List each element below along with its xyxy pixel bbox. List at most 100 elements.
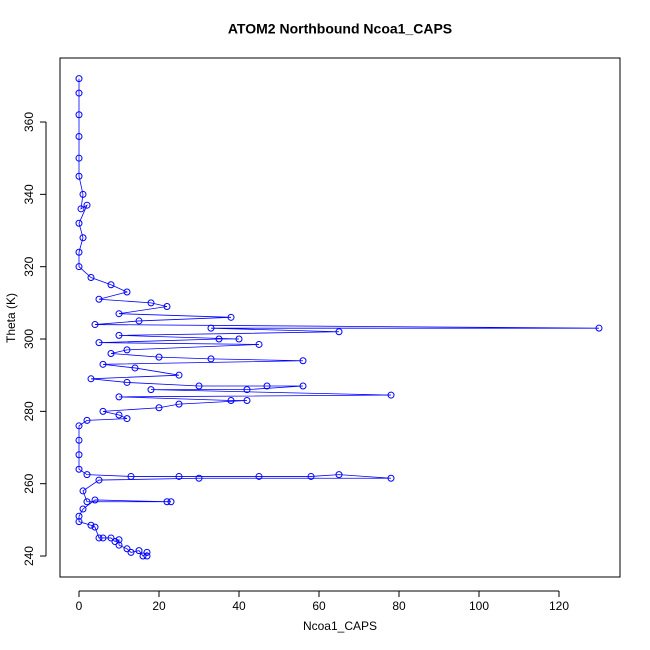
data-point <box>79 190 87 198</box>
data-point <box>595 324 603 332</box>
data-point <box>95 295 103 303</box>
data-point <box>115 393 123 401</box>
x-tick-label: 40 <box>232 599 246 613</box>
data-point <box>83 498 91 506</box>
data-point <box>95 476 103 484</box>
chart-title: ATOM2 Northbound Ncoa1_CAPS <box>228 21 452 37</box>
data-point <box>163 498 171 506</box>
data-point <box>115 331 123 339</box>
data-point <box>127 548 135 556</box>
data-point <box>227 313 235 321</box>
data-point <box>147 299 155 307</box>
data-point <box>87 274 95 282</box>
data-point <box>99 407 107 415</box>
data-point <box>123 346 131 354</box>
data-point <box>75 248 83 256</box>
data-point <box>79 487 87 495</box>
data-point <box>143 548 151 556</box>
data-point <box>95 534 103 542</box>
data-point <box>175 472 183 480</box>
data-point <box>215 335 223 343</box>
y-axis-label: Theta (K) <box>4 293 18 343</box>
data-point <box>387 474 395 482</box>
data-point <box>155 404 163 412</box>
x-axis-label: Ncoa1_CAPS <box>303 619 377 633</box>
data-point <box>75 89 83 97</box>
data-point <box>255 472 263 480</box>
data-point <box>77 205 85 213</box>
data-point <box>131 364 139 372</box>
x-tick-label: 0 <box>76 599 83 613</box>
data-point <box>107 349 115 357</box>
data-point <box>107 534 115 542</box>
x-tick-label: 120 <box>549 599 569 613</box>
data-point <box>263 382 271 390</box>
data-point <box>75 219 83 227</box>
data-point <box>167 498 175 506</box>
data-point <box>75 518 83 526</box>
data-point <box>91 321 99 329</box>
x-tick-label: 100 <box>469 599 489 613</box>
data-point <box>235 335 243 343</box>
data-point <box>75 451 83 459</box>
data-point <box>75 465 83 473</box>
data-point <box>95 339 103 347</box>
data-point <box>243 397 251 405</box>
y-tick-label: 340 <box>22 184 36 204</box>
data-point <box>91 496 99 504</box>
data-line <box>78 78 600 557</box>
data-point <box>299 357 307 365</box>
plot-frame <box>59 57 621 578</box>
data-point <box>255 340 263 348</box>
data-point <box>107 281 115 289</box>
data-point <box>115 536 123 544</box>
data-point <box>207 324 215 332</box>
data-point <box>111 538 119 546</box>
data-point <box>87 521 95 529</box>
x-tick-label: 60 <box>312 599 326 613</box>
data-point <box>163 302 171 310</box>
y-tick-label: 300 <box>22 329 36 349</box>
data-point <box>127 472 135 480</box>
data-point <box>135 317 143 325</box>
data-point <box>307 472 315 480</box>
data-point <box>207 355 215 363</box>
data-point <box>79 234 87 242</box>
data-point <box>123 415 131 423</box>
data-point <box>75 422 83 430</box>
x-tick-label: 80 <box>392 599 406 613</box>
data-point <box>79 505 87 513</box>
data-point <box>83 471 91 479</box>
data-point <box>75 436 83 444</box>
data-point <box>99 534 107 542</box>
data-point <box>123 378 131 386</box>
y-tick-label: 260 <box>22 473 36 493</box>
data-point <box>147 386 155 394</box>
data-point <box>83 201 91 209</box>
data-point <box>227 397 235 405</box>
data-point <box>75 263 83 271</box>
data-point <box>115 411 123 419</box>
data-point <box>115 541 123 549</box>
data-point <box>75 75 83 83</box>
data-point <box>195 382 203 390</box>
x-tick-label: 20 <box>152 599 166 613</box>
data-point <box>115 310 123 318</box>
y-tick-label: 320 <box>22 256 36 276</box>
data-point <box>123 288 131 296</box>
data-point <box>195 474 203 482</box>
data-point <box>243 386 251 394</box>
data-point <box>75 111 83 119</box>
y-tick-label: 360 <box>22 112 36 132</box>
data-point <box>123 545 131 553</box>
data-point <box>175 371 183 379</box>
data-point <box>135 547 143 555</box>
y-tick-label: 240 <box>22 546 36 566</box>
data-point <box>91 523 99 531</box>
data-point <box>99 360 107 368</box>
data-point <box>83 416 91 424</box>
y-tick-label: 280 <box>22 401 36 421</box>
data-point <box>75 132 83 140</box>
data-point <box>335 328 343 336</box>
